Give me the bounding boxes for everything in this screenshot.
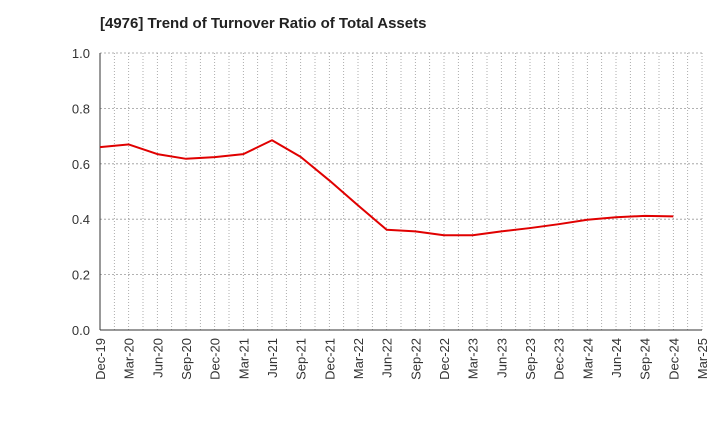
y-tick-label: 0.0 [72,323,90,338]
x-tick-label: Dec-21 [322,338,337,380]
x-tick-label: Dec-22 [437,338,452,380]
x-tick-label: Mar-25 [695,338,710,379]
y-tick-label: 0.6 [72,157,90,172]
x-tick-label: Dec-23 [552,338,567,380]
series-line [99,139,674,237]
x-tick-label: Mar-22 [351,338,366,379]
x-tick-label: Mar-21 [236,338,251,379]
x-tick-label: Dec-19 [93,338,108,380]
x-tick-label: Jun-22 [380,338,395,378]
x-tick-label: Dec-20 [208,338,223,380]
x-tick-label: Sep-20 [179,338,194,380]
x-tick-label: Mar-20 [122,338,137,379]
x-tick-label: Sep-24 [638,338,653,380]
x-tick-label: Mar-24 [580,338,595,379]
x-tick-label: Sep-23 [523,338,538,380]
y-tick-label: 0.2 [72,268,90,283]
x-tick-label: Jun-23 [494,338,509,378]
y-tick-label: 1.0 [72,46,90,61]
x-tick-label: Jun-21 [265,338,280,378]
y-tick-label: 0.8 [72,101,90,116]
x-tick-label: Mar-23 [466,338,481,379]
y-tick-label: 0.4 [72,212,90,227]
x-tick-label: Sep-22 [408,338,423,380]
x-tick-label: Jun-20 [150,338,165,378]
x-tick-label: Dec-24 [666,338,681,380]
x-tick-label: Sep-21 [294,338,309,380]
chart-title: [4976] Trend of Turnover Ratio of Total … [100,15,427,32]
x-tick-label: Jun-24 [609,338,624,378]
